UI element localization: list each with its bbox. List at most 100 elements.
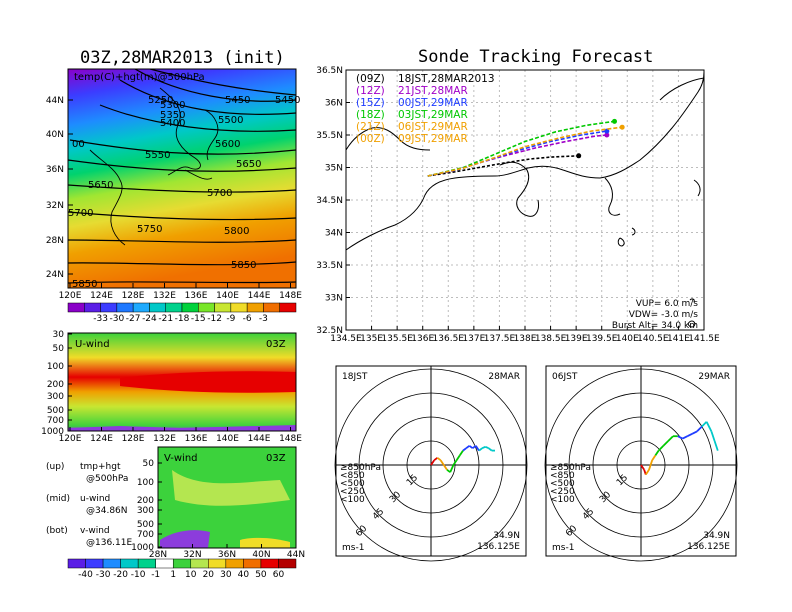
level-legend: <100 [340, 495, 365, 505]
lon-tick-label: 144E [248, 291, 271, 301]
lon-tick-label: 141.5E [688, 334, 720, 344]
temp-colorbar: -33 -30 -27 -24 -21 -18 -15 -12 -9 -6 -3 [67, 302, 297, 324]
wind-colorbar-swatch [172, 558, 192, 569]
v-wind-light-band [172, 470, 290, 506]
track-end-point [576, 153, 582, 159]
lon-tick-label: 128E [122, 291, 145, 301]
contour-label: 5500 [218, 115, 243, 126]
legend-time: 18JST,28MAR2013 [398, 73, 495, 85]
temp-colorbar-tick: -24 [142, 314, 157, 324]
lat-tick-label: 32.5N [316, 326, 343, 336]
temp-panel-frame [67, 68, 297, 289]
hodograph-track-segment [436, 457, 442, 461]
level-legend: <850 [340, 471, 365, 481]
hodograph-time-label: 18JST [342, 372, 368, 382]
hodograph-track-segment [465, 445, 470, 449]
lat-tick-label: 44N [46, 96, 64, 106]
track-annotation: VUP= 6.0 m/s [636, 299, 699, 309]
v-wind-purple-band [160, 530, 210, 548]
pressure-tick-label: 200 [137, 496, 154, 506]
note-line1: u-wind [80, 494, 110, 504]
hodograph-track-segment [462, 447, 467, 452]
level-legend: <250 [340, 487, 365, 497]
u-panel-frame [67, 332, 297, 432]
track-end-point [612, 118, 617, 124]
wind-colorbar-swatch [102, 558, 121, 569]
lon-tick-label: 135E [360, 334, 383, 344]
hodograph-track-segment [468, 445, 474, 449]
legend-time: 00JST,29MAR [398, 97, 468, 109]
note-line2: @136.11E [86, 538, 132, 548]
legend-run: (09Z) [356, 73, 385, 85]
wind-colorbar-tick: 60 [273, 570, 285, 580]
u-wind-jet-core [120, 371, 296, 393]
legend-time: 03JST,29MAR [398, 109, 468, 121]
hodograph-track-segment [657, 445, 665, 452]
hodograph-track-segment [648, 459, 654, 471]
note-line1: tmp+hgt [80, 462, 121, 472]
temp-colorbar-swatch [165, 302, 183, 313]
hodograph-track-segment [667, 435, 674, 442]
hodograph-track-segment [682, 435, 688, 440]
lat-tick-label: 34N [325, 229, 343, 239]
legend-time: 21JST,28MAR [398, 85, 468, 97]
track-annotation: VDW= -3.0 m/s [629, 310, 699, 320]
hodograph-track-segment [696, 425, 703, 433]
legend-time: 06JST,29MAR [398, 121, 468, 133]
lon-tick-label: 135.5E [381, 334, 413, 344]
wind-colorbar-tick: 20 [203, 570, 215, 580]
lat-tick-label: 32N [46, 201, 64, 211]
lat-tick-label: 33N [325, 294, 343, 304]
wind-colorbar-tick: -1 [151, 570, 160, 580]
hodograph-track-segment [478, 447, 483, 452]
v-lat-ticks: 28N 32N 36N 40N 44N [149, 544, 305, 560]
lon-tick-label: 140E [216, 434, 239, 444]
hodograph-track-segment [459, 450, 464, 456]
left-title: 03Z,28MAR2013 (init) [80, 48, 285, 68]
lon-tick-label: 148E [279, 434, 302, 444]
temp-colorbar-tick: -12 [207, 314, 222, 324]
track-series [427, 118, 625, 177]
contour-label: 5350 [160, 110, 185, 121]
u-panel-label: U-wind [75, 339, 110, 350]
track-lat-ticks: 36.5N 36N 35.5N 35N 34.5N 34N 33.5N 33N 32.5N [316, 66, 350, 336]
note-head: (bot) [46, 526, 68, 536]
hodograph-track-segment [430, 459, 435, 466]
lat-tick-label: 33.5N [316, 261, 343, 271]
v-wind-yellow-band [240, 537, 290, 548]
level-legend: <850 [550, 471, 575, 481]
lon-tick-label: 137.5E [484, 334, 516, 344]
legend-run: (12Z) [356, 85, 385, 97]
v-panel-label: V-wind [164, 453, 198, 464]
lon-tick-label: 120E [59, 291, 82, 301]
pressure-tick-label: 300 [137, 506, 154, 516]
hodograph-track-segment [710, 431, 716, 442]
contour-label: 00 [72, 139, 85, 150]
pressure-tick-label: 1000 [41, 427, 64, 437]
lat-tick-label: 34.5N [316, 196, 343, 206]
pressure-tick-label: 500 [47, 406, 64, 416]
wind-colorbar-swatch [155, 558, 174, 569]
u-lon-ticks: 120E 124E 128E 132E 136E 140E 144E 148E [59, 427, 302, 444]
contour-label: 5650 [88, 180, 113, 191]
temp-colorbar-swatch [214, 302, 232, 313]
wind-colorbar-tick: 10 [185, 570, 197, 580]
hodograph-track-segment [662, 440, 669, 447]
hodograph-track-segment [488, 447, 493, 452]
lat-tick-label: 44N [287, 550, 305, 560]
temp-colorbar-swatch [149, 302, 166, 313]
hodograph-track-segment [485, 445, 489, 450]
lon-tick-label: 124E [90, 434, 113, 444]
temp-colorbar-swatch [246, 302, 264, 313]
lon-tick-label: 132E [153, 434, 176, 444]
units-label: ms-1 [342, 543, 364, 553]
hodograph-track-segment [651, 454, 657, 461]
hodograph-track-segment [645, 469, 650, 476]
hodograph-ring [616, 440, 666, 490]
wind-colorbar-swatch [137, 558, 156, 569]
lon-tick-label: 140.5E [637, 334, 669, 344]
wind-colorbar-swatch [260, 558, 279, 569]
temp-colorbar-swatch [116, 302, 134, 313]
